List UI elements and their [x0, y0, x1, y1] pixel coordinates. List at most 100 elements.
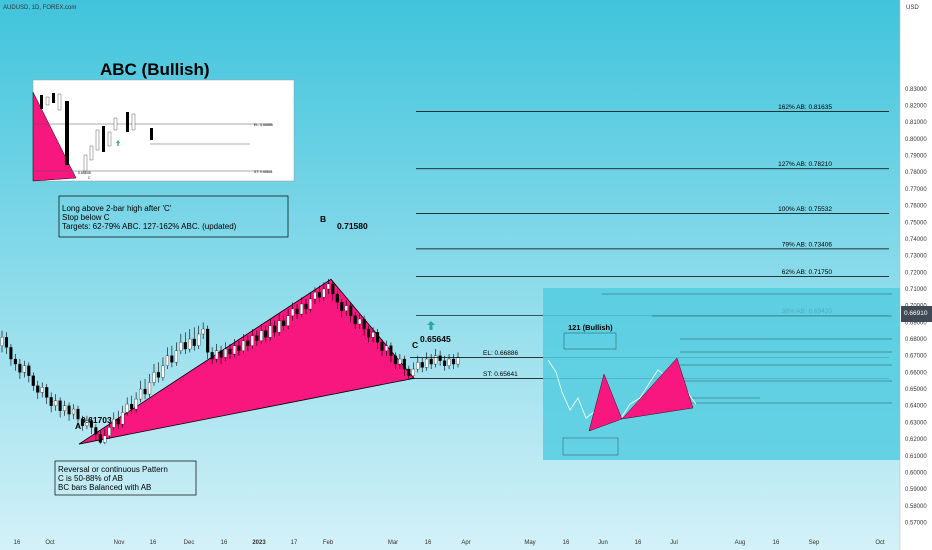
candle-body	[13, 358, 17, 365]
candle-body	[291, 308, 295, 316]
candle-body	[206, 328, 210, 353]
candle-body	[71, 408, 76, 415]
y-tick-label: 0.59000	[905, 487, 927, 493]
candle-body	[179, 342, 183, 351]
target-level-label: 162% AB: 0.81635	[778, 104, 832, 111]
y-tick-label: 0.78000	[905, 170, 927, 176]
candle-body	[112, 418, 116, 428]
candle-body	[264, 330, 268, 338]
candle-body	[425, 358, 429, 368]
x-tick-label: 16	[563, 540, 570, 546]
candle-body	[125, 403, 129, 413]
y-axis-ticks: 0.83000 0.82000 0.81000 0.80000 0.79000 0.780…	[905, 87, 927, 527]
candle-body	[121, 412, 125, 425]
pattern-note-line-3: BC bars Balanced with AB	[58, 483, 151, 492]
candle-body	[107, 427, 111, 436]
y-tick-label: 0.62000	[905, 437, 927, 443]
candle-body	[18, 363, 22, 373]
x-tick-label: Apr	[461, 540, 470, 546]
candle-body	[456, 357, 460, 365]
candle-body	[443, 360, 447, 366]
candle-body	[304, 303, 308, 310]
candle-body	[407, 368, 411, 376]
candle-body	[49, 397, 53, 406]
x-tick-label: 16	[773, 540, 780, 546]
abc-title: ABC (Bullish)	[100, 60, 210, 79]
x-tick-label: 16	[14, 540, 21, 546]
x-tick-label: May	[524, 540, 535, 546]
candle-body	[438, 355, 442, 361]
abc-example-inset: EL: 0.66886 ST: 0.65641 0.65645 C	[32, 79, 295, 182]
candle-body	[416, 362, 420, 370]
candle-body	[237, 345, 241, 351]
candle-body	[313, 292, 317, 300]
candle-body	[232, 345, 237, 355]
target-level-label: EL: 0.66886	[483, 350, 518, 357]
currency-label: USD	[906, 5, 919, 11]
candle-body	[241, 340, 245, 351]
candle-body	[89, 420, 93, 428]
candle-body	[165, 355, 169, 366]
candle-body	[335, 293, 339, 303]
candle-body	[358, 318, 362, 325]
y-tick-label: 0.79000	[905, 154, 927, 160]
point-a-value: 0.61703	[81, 415, 112, 425]
candle-body	[143, 388, 147, 395]
candle-body	[367, 328, 371, 338]
y-tick-label: 0.66000	[905, 370, 927, 376]
candle-body	[434, 355, 438, 365]
candle-body	[362, 318, 366, 330]
x-axis-ticks: 16 Oct Nov 16 Dec 16 2023 17 Feb Mar 16 Apr May 16 Jun…	[14, 540, 885, 546]
candle-body	[0, 337, 4, 346]
candle-body	[375, 332, 380, 343]
candle-body	[380, 342, 384, 351]
y-tick-label: 0.81000	[905, 120, 927, 126]
y-tick-label: 0.65000	[905, 387, 927, 393]
y-tick-label: 0.77000	[905, 187, 927, 193]
y-tick-label: 0.69000	[905, 320, 927, 326]
candle-body	[63, 405, 67, 411]
pattern-note-box	[54, 460, 197, 496]
candle-body	[4, 337, 9, 348]
candle-body	[411, 368, 415, 376]
candle-body	[331, 283, 335, 295]
candle-body	[27, 365, 31, 376]
x-tick-label: Jul	[670, 540, 678, 546]
x-tick-label: Sep	[809, 540, 820, 546]
candle-body	[94, 427, 98, 435]
x-tick-label: 16	[150, 540, 157, 546]
candle-body	[273, 325, 277, 333]
strategy-note-line-2: Stop below C	[62, 213, 110, 222]
y-tick-label: 0.80000	[905, 137, 927, 143]
target-level-label: ST: 0.65641	[483, 371, 518, 378]
candle-body	[286, 315, 290, 326]
x-tick-label: Dec	[184, 540, 195, 546]
candle-body	[22, 365, 26, 373]
candle-body	[215, 350, 219, 360]
candle-body	[344, 305, 348, 311]
y-tick-label: 0.67000	[905, 354, 927, 360]
x-tick-label: Aug	[735, 540, 746, 546]
candle-body	[161, 365, 165, 378]
x-tick-label: Oct	[45, 540, 55, 546]
candle-body	[139, 388, 143, 400]
abc-pattern-triangle	[78, 278, 415, 445]
strategy-note-box	[58, 195, 289, 238]
x-tick-label: Feb	[323, 540, 334, 546]
candle-body	[134, 398, 138, 410]
strategy-note-line-1: Long above 2-bar high after 'C'	[62, 204, 172, 213]
x-tick-label: 16	[221, 540, 228, 546]
y-tick-label: 0.74000	[905, 237, 927, 243]
candle-body	[210, 352, 214, 360]
candle-body	[317, 292, 321, 298]
target-level-label: 62% AB: 0.71750	[782, 269, 833, 276]
candle-body	[228, 348, 232, 355]
y-tick-label: 0.60000	[905, 470, 927, 476]
candlestick-series	[0, 278, 460, 445]
candle-body	[326, 283, 330, 290]
y-tick-label: 0.75000	[905, 220, 927, 226]
candle-body	[85, 420, 89, 426]
candle-body	[103, 435, 107, 443]
candle-body	[277, 320, 281, 333]
